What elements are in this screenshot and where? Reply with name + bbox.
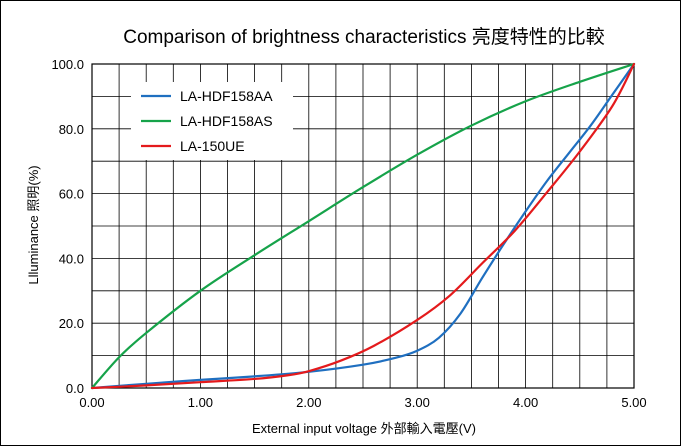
y-axis-label: Llluminance 照明(%): [26, 165, 41, 284]
x-axis-label: External input voltage 外部輸入電壓(V): [252, 421, 476, 436]
x-tick-label: 3.00: [405, 395, 430, 410]
legend-label: LA-150UE: [180, 138, 245, 154]
y-tick-label: 0.0: [66, 381, 84, 396]
x-tick-label: 4.00: [513, 395, 538, 410]
x-tick-label: 1.00: [188, 395, 213, 410]
y-tick-labels: 0.0 20.0 40.0 60.0 80.0 100.0: [51, 57, 84, 396]
y-tick-label: 20.0: [59, 316, 84, 331]
y-tick-label: 100.0: [51, 57, 84, 72]
x-tick-label: 2.00: [296, 395, 321, 410]
legend-label: LA-HDF158AA: [180, 88, 273, 104]
series-line-la-150ue: [90, 62, 636, 390]
plot-area-border: [91, 63, 635, 389]
series-layer: [90, 62, 636, 390]
legend: LA-HDF158AA LA-HDF158AS LA-150UE: [131, 82, 293, 160]
x-tick-label: 5.00: [621, 395, 646, 410]
x-tick-label: 0.00: [79, 395, 104, 410]
chart-title: Comparison of brightness characteristics…: [123, 26, 604, 48]
legend-label: LA-HDF158AS: [180, 113, 273, 129]
x-tick-labels: 0.00 1.00 2.00 3.00 4.00 5.00: [79, 395, 646, 410]
series-line-la-hdf158as: [90, 62, 636, 390]
series-line-la-hdf158aa: [90, 62, 636, 390]
y-tick-label: 40.0: [59, 251, 84, 266]
y-tick-label: 80.0: [59, 122, 84, 137]
y-tick-label: 60.0: [59, 187, 84, 202]
